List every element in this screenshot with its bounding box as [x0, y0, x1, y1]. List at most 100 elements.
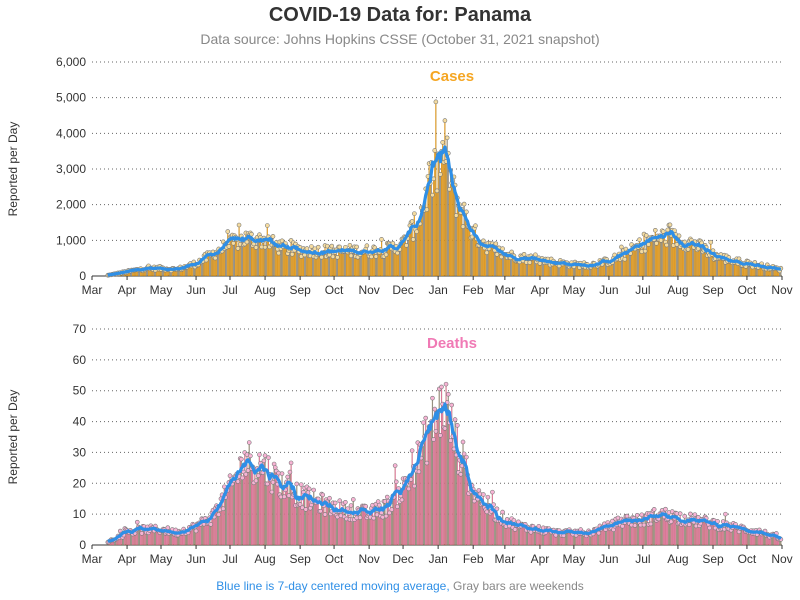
- daily-bar: [412, 239, 414, 277]
- weekend-bar: [321, 257, 323, 277]
- daily-bar: [687, 249, 689, 277]
- daily-point: [369, 254, 374, 260]
- weekend-bar: [422, 207, 424, 277]
- daily-bar: [651, 237, 653, 277]
- daily-point: [227, 473, 233, 479]
- daily-bar: [315, 257, 317, 277]
- daily-bar: [293, 492, 296, 546]
- daily-bar: [318, 511, 320, 546]
- daily-point: [424, 207, 430, 212]
- daily-bar: [722, 258, 724, 277]
- daily-point: [399, 497, 405, 503]
- daily-bar: [203, 524, 205, 546]
- daily-point: [281, 494, 287, 500]
- x-tick-label: Feb: [463, 283, 484, 297]
- daily-bar: [461, 465, 463, 546]
- daily-bar: [672, 245, 674, 277]
- daily-bar: [231, 483, 233, 546]
- weekend-bar: [224, 497, 227, 546]
- daily-bar: [207, 254, 210, 277]
- daily-point: [270, 479, 276, 485]
- weekend-bar: [533, 257, 535, 277]
- daily-bar: [514, 529, 516, 546]
- daily-bar: [298, 503, 300, 546]
- daily-point: [354, 244, 359, 250]
- daily-bar: [358, 510, 360, 546]
- daily-bar: [357, 257, 359, 277]
- daily-bar: [600, 529, 602, 546]
- daily-point: [642, 248, 648, 254]
- x-tick-label: Oct: [738, 552, 757, 566]
- daily-bar: [236, 473, 238, 546]
- x-tick-label: Jun: [186, 283, 205, 297]
- daily-point: [438, 172, 443, 177]
- y-tick-label: 4,000: [56, 126, 86, 140]
- daily-point: [248, 453, 253, 459]
- x-tick-label: Nov: [358, 552, 379, 566]
- daily-point: [533, 252, 538, 258]
- x-tick-label: Apr: [531, 552, 550, 566]
- daily-bar: [345, 251, 348, 277]
- weekend-bar: [471, 485, 473, 546]
- daily-point: [682, 513, 688, 519]
- daily-bar: [263, 237, 265, 277]
- daily-bar: [349, 519, 351, 546]
- daily-point: [193, 528, 199, 534]
- daily-bar: [713, 259, 715, 277]
- daily-point: [387, 510, 392, 516]
- daily-bar: [436, 190, 438, 277]
- daily-bar: [271, 491, 273, 546]
- daily-bar: [460, 212, 462, 277]
- x-tick-label: Jun: [599, 283, 618, 297]
- daily-bar: [252, 245, 254, 277]
- weekend-bar: [241, 477, 243, 546]
- daily-bar: [302, 492, 305, 546]
- daily-point: [208, 522, 214, 527]
- weekend-bar: [478, 245, 480, 277]
- daily-bar: [255, 247, 257, 277]
- daily-point: [343, 499, 348, 505]
- x-tick-label: Apr: [118, 552, 137, 566]
- daily-point: [527, 260, 533, 265]
- x-tick-label: Sep: [702, 552, 724, 566]
- daily-point: [226, 244, 232, 249]
- daily-point: [412, 211, 417, 216]
- daily-bar: [720, 529, 722, 546]
- x-tick-label: Sep: [702, 283, 724, 297]
- daily-point: [289, 251, 295, 257]
- weekend-bar: [416, 471, 418, 546]
- daily-point: [332, 500, 338, 506]
- daily-bar: [373, 518, 375, 546]
- daily-bar: [433, 439, 435, 546]
- weekend-bar: [677, 523, 679, 546]
- daily-bar: [477, 245, 479, 277]
- daily-point: [309, 244, 314, 249]
- daily-bar: [317, 247, 319, 277]
- daily-point: [236, 222, 242, 228]
- daily-bar: [435, 431, 437, 546]
- daily-bar: [307, 492, 309, 546]
- x-tick-label: Jan: [428, 552, 447, 566]
- x-tick-label: Aug: [254, 552, 275, 566]
- daily-point: [225, 229, 231, 234]
- daily-bar: [207, 523, 210, 546]
- daily-point: [610, 518, 615, 524]
- daily-point: [622, 256, 628, 262]
- daily-point: [637, 237, 642, 242]
- daily-bar: [434, 150, 436, 277]
- daily-bar: [382, 256, 384, 277]
- x-tick-label: May: [150, 552, 173, 566]
- y-tick-label: 20: [73, 476, 87, 490]
- x-tick-label: Mar: [82, 552, 103, 566]
- daily-point: [624, 513, 630, 519]
- daily-bar: [480, 504, 482, 546]
- daily-point: [253, 478, 259, 484]
- daily-bar: [634, 248, 636, 277]
- daily-point: [404, 243, 409, 248]
- cases-title: Cases: [430, 68, 474, 85]
- daily-bar: [299, 504, 301, 546]
- daily-bar: [663, 516, 665, 546]
- weekend-bar: [383, 256, 385, 277]
- daily-bar: [219, 251, 221, 277]
- daily-bar: [626, 252, 628, 277]
